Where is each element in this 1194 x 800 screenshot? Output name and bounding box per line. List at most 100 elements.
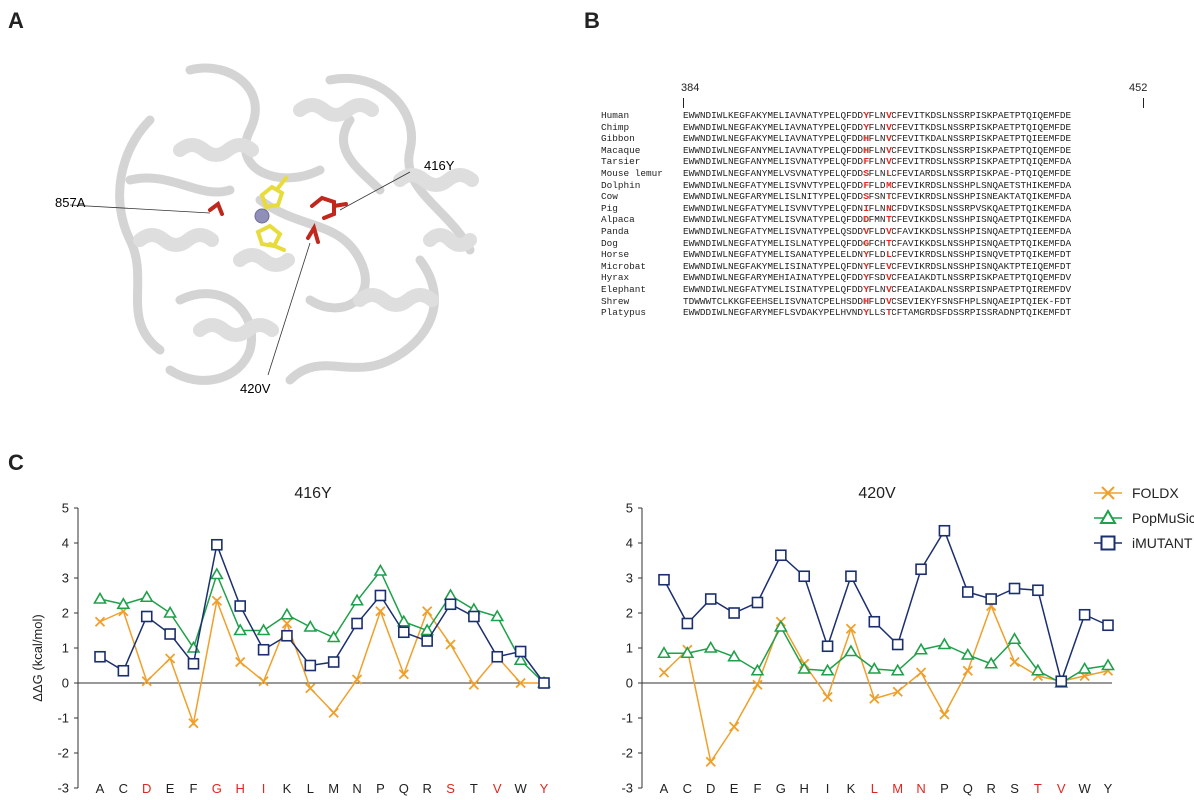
legend-label: PopMuSic xyxy=(1132,510,1194,526)
species-sequence: EWWNDIWLNEGFANYMELIAVNATYPELQFDDHFLNVCFE… xyxy=(683,144,1072,156)
species-sequence: EWWNDIWLNEGFANYMELISVNATYPELQFDDFFLNVCFE… xyxy=(683,156,1072,168)
x-tick-label: K xyxy=(283,781,292,796)
data-point xyxy=(914,642,928,655)
x-tick-label: T xyxy=(1034,781,1042,796)
highlighted-residues: EWWNDIWLNEGFATYMELISVNVTYPELQFDNIFLNNCFD… xyxy=(863,202,892,214)
data-point xyxy=(303,619,318,632)
data-point xyxy=(163,605,177,618)
x-tick-label: I xyxy=(262,781,266,796)
x-tick-label: T xyxy=(470,781,478,796)
data-point xyxy=(280,607,294,620)
y-tick-label: 2 xyxy=(62,606,69,621)
species-sequence: EWWNDIWLKEGFAKYMELIAVNATYPELQFDDYFLNVCFE… xyxy=(683,110,1072,121)
x-tick-label: D xyxy=(142,781,151,796)
species-sequence: EWWNDIWLNEGFANYMELVSVNATYPELQFDDSFLNLCFE… xyxy=(683,168,1072,179)
x-tick-label: D xyxy=(706,781,715,796)
x-tick-label: V xyxy=(1057,781,1066,796)
data-point xyxy=(728,607,740,619)
y-tick-label: 1 xyxy=(62,641,69,656)
data-point xyxy=(891,638,904,651)
data-point xyxy=(845,623,857,634)
x-tick-label: I xyxy=(826,781,830,796)
x-tick-label: C xyxy=(683,781,692,796)
data-point xyxy=(491,650,504,663)
ligand-sticks xyxy=(255,176,288,252)
y-tick-label: 3 xyxy=(62,571,69,586)
data-point xyxy=(937,637,952,650)
data-point xyxy=(513,653,528,666)
data-point xyxy=(1031,663,1045,676)
y-tick-label: 5 xyxy=(626,501,633,516)
series-line-foldx xyxy=(99,598,544,727)
legend-label: iMUTANT xyxy=(1132,535,1193,551)
data-point xyxy=(258,676,269,687)
data-point xyxy=(373,563,388,576)
panel-label-c: C xyxy=(8,450,24,475)
legend-marker xyxy=(1099,509,1117,524)
species-sequence: EWWNDIWLNEGFATYMELISANATYPELELDNYFLDLCFE… xyxy=(683,249,1072,261)
alignment-end-tick xyxy=(1143,98,1144,108)
data-point xyxy=(798,570,811,583)
y-tick-label: -2 xyxy=(57,746,69,761)
data-point xyxy=(209,567,224,580)
series-line-popmusic xyxy=(99,569,545,684)
data-point xyxy=(233,623,248,636)
chart-420v: 420V -3 -2 -1 0 1 2 3 4 5 A C D E F G H I K L M N P Q R S T V W Y xyxy=(621,485,1115,796)
data-point xyxy=(327,656,340,668)
metal-ion xyxy=(254,208,270,224)
data-point xyxy=(985,593,997,605)
data-point xyxy=(892,686,903,697)
y-tick-label: 0 xyxy=(626,676,633,691)
species-name: Platypus xyxy=(601,307,647,319)
leader-line-420 xyxy=(267,242,311,376)
data-point xyxy=(257,643,270,656)
species-name: Pig xyxy=(601,202,618,214)
x-tick-label: H xyxy=(800,781,809,796)
x-tick-label: M xyxy=(328,781,339,796)
data-point xyxy=(1055,675,1068,688)
x-tick-label: S xyxy=(446,781,455,796)
data-point xyxy=(822,691,833,703)
data-point xyxy=(681,617,694,630)
data-point xyxy=(351,617,363,630)
data-point xyxy=(235,656,246,668)
data-point xyxy=(962,665,973,676)
x-tick-label: V xyxy=(493,781,502,796)
panel-label-b: B xyxy=(584,8,600,33)
highlighted-residues: EWWNDIWLNEGFATYMELISLNATYPELQFDDGFCHTCFA… xyxy=(863,237,892,249)
x-tick-label: E xyxy=(166,781,175,796)
data-point xyxy=(139,590,154,603)
data-point xyxy=(117,664,130,677)
data-point xyxy=(939,709,950,720)
y-tick-label: 5 xyxy=(62,501,69,516)
data-point xyxy=(164,628,176,640)
y-tick-label: -1 xyxy=(621,711,633,726)
data-point xyxy=(1008,582,1021,595)
data-point xyxy=(775,549,787,562)
highlighted-residues: EWWDDIWLNEGFARYMEFLSVDAKYPELHVNDYLLSTCFT… xyxy=(863,307,892,319)
species-sequence: EWWNDIWLNEGFATYMELISVNVTYPELQFDDFFLDMCFE… xyxy=(683,179,1072,191)
leader-line-416 xyxy=(339,171,411,211)
panel-label-a: A xyxy=(8,8,24,33)
highlighted-residues: EWWNDIWLNEGFATYMELISVNATYPELQSDDVFLDVCFA… xyxy=(863,226,892,237)
y-tick-label: 4 xyxy=(626,536,633,551)
data-point xyxy=(490,609,505,622)
x-tick-label: P xyxy=(376,781,385,796)
data-point xyxy=(867,661,882,674)
species-name: Gibbon xyxy=(601,133,635,145)
data-point xyxy=(164,653,176,664)
data-point xyxy=(1102,619,1114,632)
data-point xyxy=(514,645,527,658)
species-sequence: EWWNDIWLNEGFATYMELISVNATYPELQSDDVFLDVCFA… xyxy=(683,226,1072,237)
data-point xyxy=(750,663,765,676)
x-tick-label: L xyxy=(307,781,314,796)
x-tick-label: W xyxy=(514,781,527,796)
y-tick-label: 0 xyxy=(62,676,69,691)
highlighted-residues: EWWNDIWLNEGFARYMEHIAINATYPELQFDDYFSDVCFE… xyxy=(863,272,892,284)
highlighted-residues: EWWNDIWLNEGFATYMELISINATYPELQFDDYFLNVCFE… xyxy=(863,284,892,295)
highlighted-residues: EWWNDIWLNEGFAKYMELIAVNATYPELQFDDYFLNVCFE… xyxy=(863,121,892,133)
data-point xyxy=(657,646,671,659)
data-point xyxy=(960,647,975,660)
data-point xyxy=(444,598,457,611)
species-sequence: EWWNDIWLNEGFAKYMELISINATYPELQFDNYFLEVCFE… xyxy=(683,260,1072,272)
